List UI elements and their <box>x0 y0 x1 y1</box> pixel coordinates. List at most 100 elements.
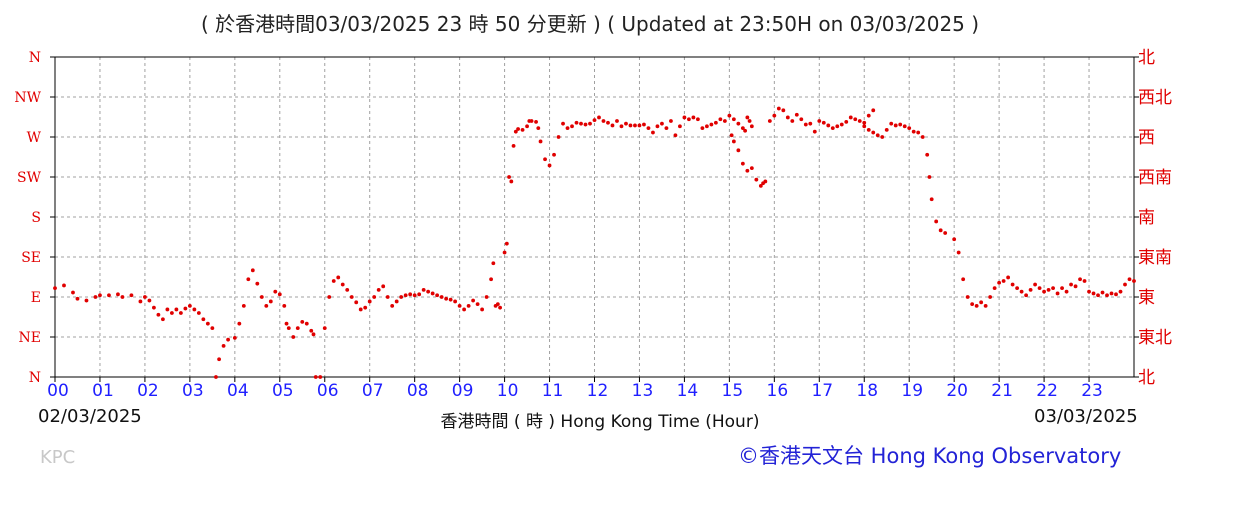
data-point <box>426 289 431 294</box>
data-point <box>385 295 390 299</box>
data-point <box>781 108 786 113</box>
data-point <box>358 307 363 312</box>
data-point <box>875 133 880 138</box>
data-point <box>893 123 898 128</box>
data-point <box>504 241 509 246</box>
data-point <box>678 124 682 129</box>
data-point <box>169 311 174 315</box>
data-point <box>660 121 664 126</box>
data-point <box>812 129 817 134</box>
data-point <box>709 122 714 127</box>
data-point <box>84 298 89 303</box>
data-point <box>62 283 66 288</box>
data-point <box>221 343 226 348</box>
data-point <box>889 121 894 126</box>
left-tick-label: N <box>29 50 41 66</box>
right-tick-label: 西 <box>1138 128 1155 148</box>
data-point <box>808 121 813 126</box>
data-point <box>749 124 754 129</box>
data-point <box>543 157 547 162</box>
data-point <box>246 277 251 282</box>
data-point <box>664 126 669 131</box>
credit-link[interactable]: ©香港天文台 Hong Kong Observatory <box>738 444 1122 468</box>
data-point <box>403 293 408 298</box>
data-point <box>1123 282 1127 287</box>
data-point <box>745 115 750 120</box>
data-point <box>772 113 777 118</box>
data-point <box>1051 286 1055 291</box>
data-point <box>1024 293 1028 298</box>
data-point <box>264 303 269 308</box>
bottom-tick-label: 12 <box>587 381 609 401</box>
data-point <box>718 117 723 122</box>
data-point <box>898 122 903 127</box>
data-point <box>516 127 520 131</box>
data-point <box>336 275 341 280</box>
data-point <box>731 117 736 122</box>
data-point <box>646 126 651 131</box>
data-point <box>513 129 518 134</box>
data-point <box>1042 289 1046 294</box>
data-point <box>1105 293 1109 298</box>
data-point <box>1087 289 1091 294</box>
data-point <box>1082 279 1087 283</box>
data-point <box>192 307 197 312</box>
data-point <box>1078 277 1082 282</box>
data-point <box>495 302 500 307</box>
data-point <box>983 303 988 308</box>
data-point <box>696 117 700 122</box>
data-point <box>480 307 485 312</box>
right-tick-label: 西北 <box>1138 88 1172 108</box>
data-point <box>421 287 426 292</box>
data-point <box>340 282 345 287</box>
data-point <box>704 124 709 129</box>
data-point <box>794 112 799 117</box>
data-point <box>284 321 289 326</box>
data-point <box>776 106 781 111</box>
data-point <box>394 299 399 304</box>
x-axis-label: 香港時間 ( 時 ) Hong Kong Time (Hour) <box>440 412 760 432</box>
data-point <box>943 231 948 235</box>
data-point <box>453 299 458 304</box>
left-axis-ticks: N NE E SE S SW W NW N <box>14 50 55 386</box>
data-point <box>561 121 565 126</box>
data-point <box>556 135 561 139</box>
bottom-tick-label: 10 <box>497 381 519 401</box>
data-point <box>821 120 826 125</box>
data-point <box>201 317 206 322</box>
left-tick-label: NW <box>14 90 41 106</box>
left-tick-label: N <box>29 370 41 386</box>
data-point <box>988 295 993 299</box>
data-point <box>862 120 867 125</box>
data-point <box>156 312 161 317</box>
data-point <box>1006 275 1011 280</box>
data-point <box>178 311 183 315</box>
data-point <box>992 286 997 291</box>
bottom-tick-label: 04 <box>227 381 249 401</box>
data-point <box>749 166 754 171</box>
data-point <box>722 119 727 123</box>
right-tick-label: 東南 <box>1138 248 1172 268</box>
data-point <box>217 357 221 362</box>
data-point <box>588 121 592 126</box>
data-point <box>210 326 215 331</box>
bottom-tick-label: 02 <box>137 381 159 401</box>
data-point <box>565 126 570 131</box>
bottom-tick-label: 21 <box>991 381 1013 401</box>
data-point <box>457 303 462 308</box>
data-point <box>747 119 752 123</box>
data-point <box>345 287 350 292</box>
bottom-tick-label: 22 <box>1036 381 1058 401</box>
start-date-label: 02/03/2025 <box>38 406 142 427</box>
data-point <box>673 133 678 138</box>
data-point <box>444 296 449 301</box>
data-point <box>929 197 934 202</box>
data-point <box>952 237 957 242</box>
data-point <box>277 292 282 297</box>
data-point <box>511 143 516 148</box>
data-point <box>803 122 808 127</box>
data-point <box>826 123 831 128</box>
data-point <box>331 279 336 283</box>
data-point <box>961 277 966 282</box>
data-point <box>295 326 300 331</box>
